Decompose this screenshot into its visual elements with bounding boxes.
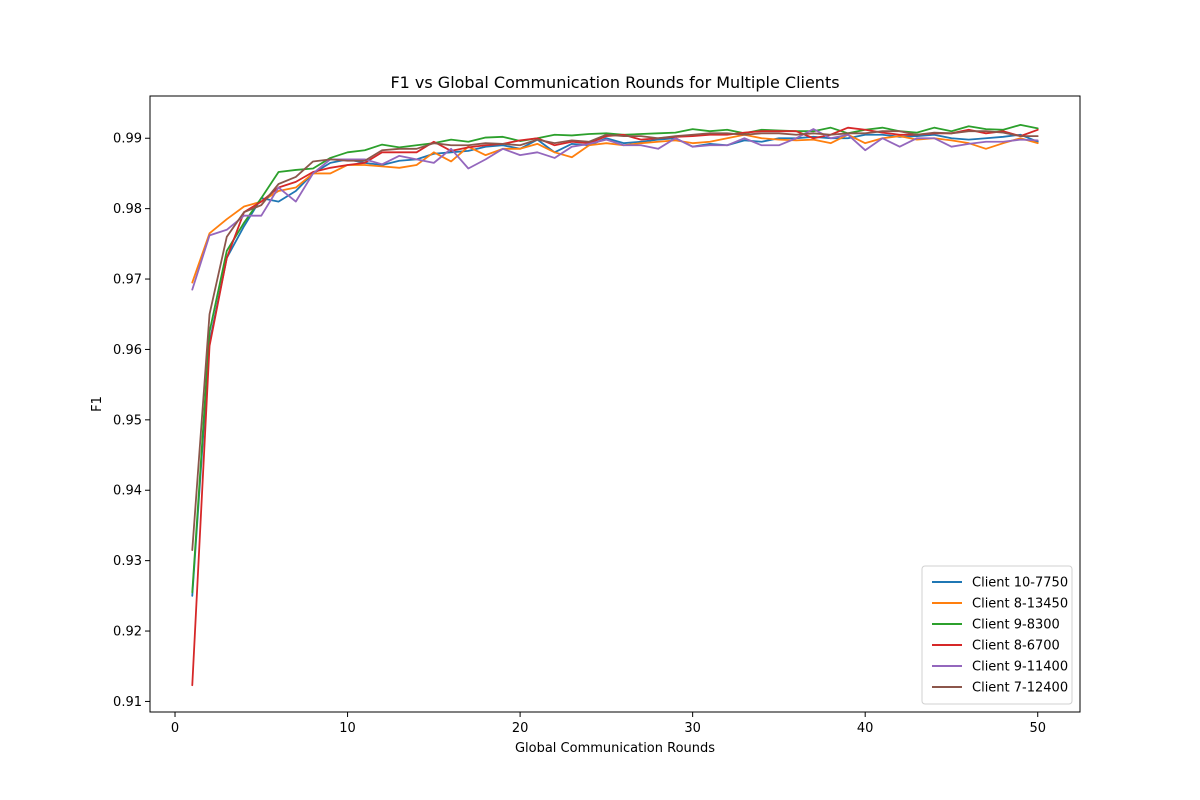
y-tick-label: 0.99 — [113, 132, 142, 147]
legend-item: Client 9-8300 — [932, 618, 1060, 633]
legend-label: Client 9-8300 — [972, 618, 1060, 633]
legend-label: Client 10-7750 — [972, 576, 1068, 591]
plot-frame — [149, 95, 1081, 713]
legend-item: Client 8-6700 — [932, 639, 1060, 654]
x-tick-label: 10 — [339, 721, 356, 736]
y-tick-label: 0.94 — [113, 484, 142, 499]
x-tick-label: 50 — [1029, 721, 1046, 736]
series-layer — [191, 123, 1039, 687]
x-tick-label: 0 — [171, 721, 179, 736]
x-axis-label: Global Communication Rounds — [515, 741, 715, 756]
x-tick-label: 20 — [512, 721, 529, 736]
y-axis-label: F1 — [90, 396, 105, 412]
legend-label: Client 8-6700 — [972, 639, 1060, 654]
series-line-client-7-12400 — [191, 130, 1039, 551]
axes: 0 10 20 30 40 50 0.91 0.92 0.93 0.94 0.95 0.96 0.97… — [113, 95, 1081, 736]
series-line-client-8-13450 — [191, 133, 1039, 284]
y-tick-label: 0.91 — [113, 695, 142, 710]
legend-item: Client 9-11400 — [932, 660, 1068, 675]
chart-title: F1 vs Global Communication Rounds for Mu… — [390, 73, 839, 92]
y-tick-label: 0.96 — [113, 343, 142, 358]
y-tick-label: 0.97 — [113, 273, 142, 288]
legend-item: Client 10-7750 — [932, 576, 1068, 591]
y-tick-label: 0.92 — [113, 625, 142, 640]
legend-box — [921, 565, 1073, 705]
y-tick-label: 0.93 — [113, 554, 142, 569]
legend-label: Client 9-11400 — [972, 660, 1068, 675]
x-axis: 0 10 20 30 40 50 — [171, 712, 1046, 736]
legend-item: Client 7-12400 — [932, 681, 1068, 696]
legend-label: Client 7-12400 — [972, 681, 1068, 696]
legend: Client 10-7750 Client 8-13450 Client 9-830… — [921, 565, 1073, 705]
y-axis: 0.91 0.92 0.93 0.94 0.95 0.96 0.97 0.98 0.99 — [113, 132, 150, 710]
legend-item: Client 8-13450 — [932, 597, 1068, 612]
x-tick-label: 40 — [857, 721, 874, 736]
y-tick-label: 0.98 — [113, 202, 142, 217]
x-tick-label: 30 — [684, 721, 701, 736]
y-tick-label: 0.95 — [113, 413, 142, 428]
legend-label: Client 8-13450 — [972, 597, 1068, 612]
